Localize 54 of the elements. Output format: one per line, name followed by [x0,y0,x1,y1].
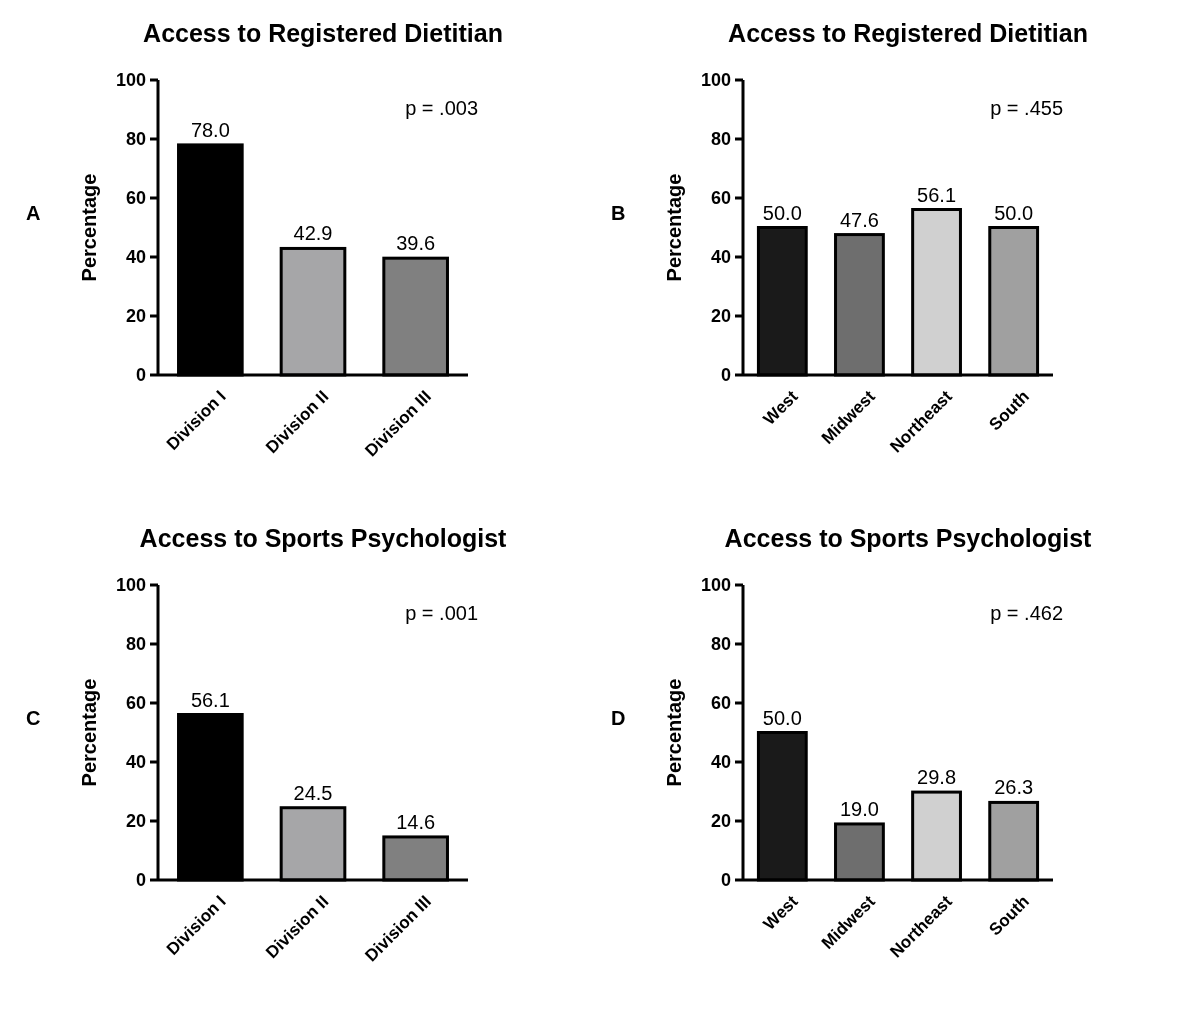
y-tick-label: 60 [125,188,146,209]
y-tick-label: 80 [125,634,146,655]
data-label: 50.0 [762,706,802,729]
y-tick-label: 0 [135,365,146,386]
y-tick-label: 0 [720,870,731,891]
data-label: 50.0 [994,201,1034,224]
data-label: 56.1 [190,688,230,711]
data-label: 19.0 [839,797,879,820]
data-label: 47.6 [839,208,879,231]
y-tick-label: 20 [125,811,146,832]
y-tick-label: 20 [125,306,146,327]
y-tick-label: 80 [710,634,731,655]
data-label: 42.9 [293,222,333,245]
y-axis-title: Percentage [663,678,685,787]
y-tick-label: 60 [125,693,146,714]
y-tick-label: 60 [710,188,731,209]
chart-title: Access to Registered Dietitian [728,19,1088,47]
y-tick-label: 100 [115,575,146,596]
y-tick-label: 20 [710,811,731,832]
text: D [611,706,626,729]
y-tick-label: 20 [710,306,731,327]
annotation: p = .455 [990,97,1063,119]
y-tick-label: 100 [115,70,146,91]
data-label: 78.0 [190,118,230,141]
text: C [26,706,41,729]
y-tick-label: 40 [710,247,731,268]
y-tick-label: 80 [710,129,731,150]
y-axis-title: Percentage [78,678,100,787]
data-label: 26.3 [994,776,1034,799]
data-label: 56.1 [917,183,957,206]
y-tick-label: 100 [700,70,731,91]
y-tick-label: 100 [700,575,731,596]
chart-title: Access to Sports Psychologist [139,524,508,552]
y-tick-label: 0 [720,365,731,386]
data-label: 24.5 [293,781,333,804]
annotation: p = .001 [405,602,478,624]
data-label: 50.0 [762,201,802,224]
y-tick-label: 40 [125,247,146,268]
y-tick-label: 0 [135,870,146,891]
y-axis-title: Percentage [78,173,100,282]
annotation: p = .003 [405,97,478,119]
y-tick-label: 40 [710,752,731,773]
text: B [611,201,626,224]
y-tick-label: 40 [125,752,146,773]
chart-title: Access to Sports Psychologist [724,524,1093,552]
chart-title: Access to Registered Dietitian [143,19,503,47]
annotation: p = .462 [990,602,1063,624]
y-tick-label: 80 [125,129,146,150]
data-label: 29.8 [917,766,957,789]
data-label: 39.6 [396,232,436,255]
data-label: 14.6 [396,810,436,833]
y-axis-title: Percentage [663,173,685,282]
y-tick-label: 60 [710,693,731,714]
text: A [26,201,41,224]
